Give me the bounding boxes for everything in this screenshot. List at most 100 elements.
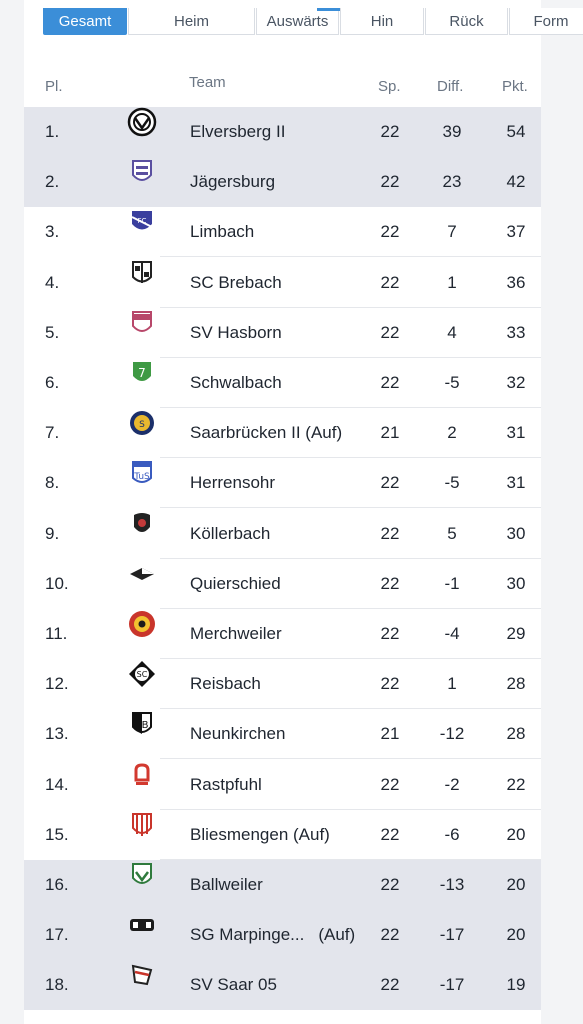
team-name[interactable]: SC Brebach	[190, 272, 282, 292]
position-cell: 10.	[45, 573, 69, 593]
team-name[interactable]: Schwalbach	[190, 373, 282, 392]
points-cell: 28	[506, 674, 526, 694]
team-name[interactable]: Elversberg II	[190, 122, 286, 141]
team-name[interactable]: Reisbach	[190, 674, 261, 694]
row-divider	[160, 607, 541, 609]
goal-diff-cell: -2	[444, 774, 460, 794]
team-name[interactable]: SV Saar 05	[190, 975, 277, 995]
table-row[interactable]: 3. FC Limbach 22 7 37	[24, 207, 541, 258]
tab-label: Form	[533, 13, 569, 30]
header-position: Pl.	[45, 78, 63, 95]
bliesmengen-crest	[127, 810, 157, 860]
games-cell: 22	[380, 172, 400, 192]
team-name[interactable]: Merchweiler	[190, 624, 282, 643]
row-divider	[160, 306, 541, 308]
saar05-crest	[127, 960, 157, 1010]
table-row[interactable]: 18. SV Saar 05 22 -17 19	[24, 960, 541, 1011]
table-row[interactable]: 5. SV Hasborn 22 4 33	[24, 308, 541, 358]
herrensohr-crest: TuS	[127, 458, 157, 508]
table-row[interactable]: 16. Ballweiler 22 -13 20	[24, 860, 541, 910]
koellerbach-crest	[127, 509, 157, 559]
crest-cell	[124, 258, 160, 308]
team-name[interactable]: Köllerbach	[190, 523, 271, 543]
tab-form[interactable]: Form	[509, 8, 583, 35]
table-row[interactable]: 4. SC Brebach 22 1 36	[24, 258, 541, 308]
table-row[interactable]: 12. SC Reisbach 22 1 28	[24, 659, 541, 710]
crest-cell	[124, 559, 160, 609]
team-name[interactable]: Neunkirchen	[190, 724, 286, 744]
quierschied-crest	[127, 559, 157, 609]
games-cell: 22	[380, 122, 400, 141]
table-row[interactable]: 7. S Saarbrücken II (Auf) 21 2 31	[24, 408, 541, 459]
games-cell: 22	[380, 473, 400, 493]
position-cell: 6.	[45, 373, 60, 392]
elversberg-crest	[127, 107, 157, 157]
tab-label: Hin	[370, 13, 394, 30]
crest-cell: 7	[124, 358, 160, 408]
table-header: Pl. Team Sp. Diff. Pkt.	[24, 70, 541, 106]
table-row[interactable]: 9. Köllerbach 22 5 30	[24, 509, 541, 559]
team-name[interactable]: SV Hasborn	[190, 322, 282, 342]
tab-label: Heim	[173, 13, 209, 30]
reisbach-crest: SC	[127, 659, 157, 709]
table-row[interactable]: 2. Jägersburg 22 23 42	[24, 157, 541, 208]
games-cell: 22	[380, 322, 400, 342]
goal-diff-cell: 2	[447, 423, 457, 443]
table-row[interactable]: 11. Merchweiler 22 -4 29	[24, 609, 541, 659]
points-cell: 30	[506, 523, 526, 543]
svg-text:B: B	[142, 720, 149, 731]
position-cell: 14.	[45, 774, 69, 794]
position-cell: 13.	[45, 724, 69, 744]
svg-text:7: 7	[138, 366, 146, 380]
points-cell: 54	[506, 122, 526, 141]
team-name[interactable]: Herrensohr	[190, 473, 276, 493]
tab-gesamt[interactable]: Gesamt	[43, 8, 127, 35]
table-row[interactable]: 13. B Neunkirchen 21 -12 28	[24, 709, 541, 760]
table-row[interactable]: 6. 7 Schwalbach 22 -5 32	[24, 358, 541, 408]
games-cell: 22	[380, 774, 400, 794]
team-name[interactable]: SG Marpinge... (Auf)	[190, 925, 356, 945]
row-divider	[160, 808, 541, 810]
tab-label: Rück	[449, 13, 484, 30]
position-cell: 7.	[45, 423, 60, 443]
table-row[interactable]: 17. SG Marpinge... (Auf) 22 -17 20	[24, 910, 541, 961]
games-cell: 22	[380, 624, 400, 643]
table-row[interactable]: 14. Rastpfuhl 22 -2 22	[24, 760, 541, 810]
crest-cell	[124, 308, 160, 358]
team-name[interactable]: Saarbrücken II (Auf)	[190, 423, 343, 443]
games-cell: 22	[380, 573, 400, 593]
svg-text:S: S	[139, 420, 145, 430]
tab-hin[interactable]: Hin	[340, 8, 424, 35]
crest-cell	[124, 960, 160, 1010]
header-games: Sp.	[378, 78, 401, 95]
team-name[interactable]: Bliesmengen (Auf)	[190, 824, 330, 844]
table-row[interactable]: 10. Quierschied 22 -1 30	[24, 559, 541, 609]
points-cell: 22	[506, 774, 526, 794]
points-cell: 20	[506, 875, 526, 894]
row-divider	[160, 758, 541, 760]
games-cell: 22	[380, 975, 400, 995]
team-name[interactable]: Rastpfuhl	[190, 774, 262, 794]
team-name[interactable]: Ballweiler	[190, 875, 263, 894]
row-divider	[160, 507, 541, 509]
crest-cell	[124, 609, 160, 659]
table-row[interactable]: 1. Elversberg II 22 39 54	[24, 107, 541, 157]
points-cell: 33	[506, 322, 526, 342]
table-row[interactable]: 15. Bliesmengen (Auf) 22 -6 20	[24, 810, 541, 860]
goal-diff-cell: 1	[447, 674, 457, 694]
games-cell: 22	[380, 674, 400, 694]
tab-rueck[interactable]: Rück	[425, 8, 508, 35]
position-cell: 15.	[45, 824, 69, 844]
games-cell: 22	[380, 373, 400, 392]
tab-heim[interactable]: Heim	[128, 8, 255, 35]
tab-auswaerts[interactable]: Auswärts	[256, 8, 398, 35]
team-name[interactable]: Quierschied	[190, 573, 281, 593]
position-cell: 3.	[45, 222, 60, 242]
position-cell: 9.	[45, 523, 60, 543]
table-row[interactable]: 8. TuS Herrensohr 22 -5 31	[24, 458, 541, 509]
points-cell: 20	[506, 824, 526, 844]
team-name[interactable]: Jägersburg	[190, 172, 276, 192]
games-cell: 22	[380, 523, 400, 543]
team-name[interactable]: Limbach	[190, 222, 255, 242]
goal-diff-cell: -17	[439, 975, 465, 995]
